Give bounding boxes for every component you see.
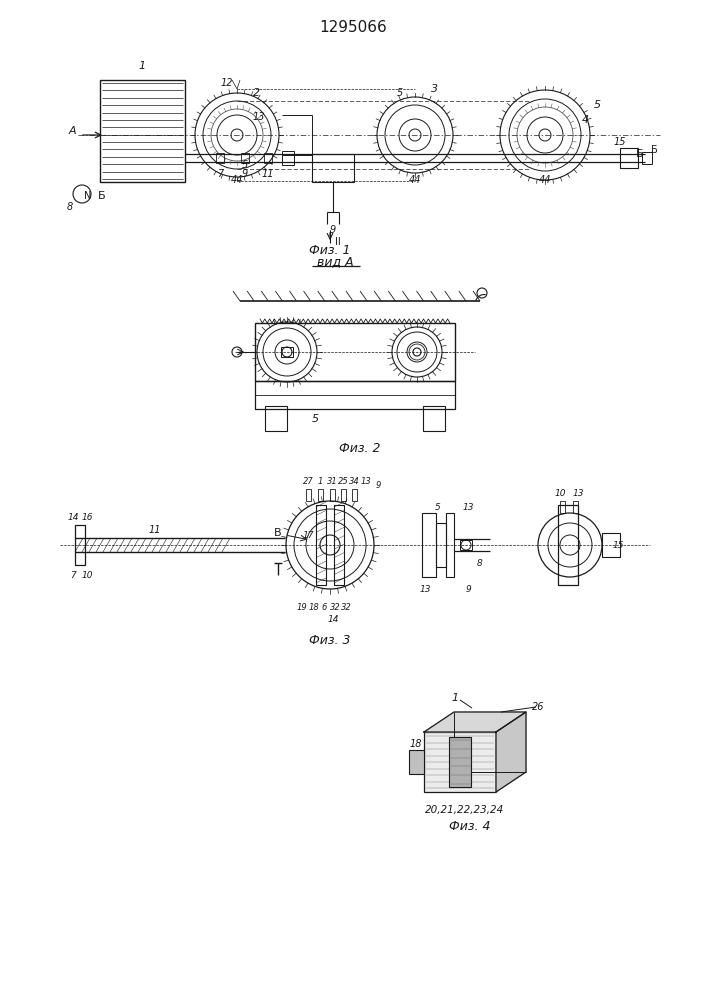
Text: Б: Б <box>98 191 106 201</box>
Text: 5: 5 <box>593 100 600 110</box>
Text: 9: 9 <box>330 225 336 235</box>
Bar <box>558 505 578 585</box>
Text: 1: 1 <box>139 61 146 71</box>
Text: 3: 3 <box>431 84 438 94</box>
Text: 6: 6 <box>321 602 327 611</box>
Text: II: II <box>335 237 341 247</box>
Text: 1: 1 <box>317 478 322 487</box>
Text: 9: 9 <box>375 481 380 489</box>
Bar <box>446 513 454 577</box>
Text: 34: 34 <box>349 478 359 487</box>
Text: 18: 18 <box>410 739 422 749</box>
Bar <box>423 406 445 431</box>
Text: 5: 5 <box>242 160 248 170</box>
Text: 14: 14 <box>67 514 78 522</box>
Text: 27: 27 <box>303 478 313 487</box>
Text: 1: 1 <box>452 693 459 703</box>
Text: 9: 9 <box>242 169 248 179</box>
Text: 31: 31 <box>327 478 337 487</box>
Bar <box>436 523 446 567</box>
Bar <box>318 489 323 501</box>
Text: Б: Б <box>636 149 644 159</box>
Text: 44: 44 <box>230 175 243 185</box>
Text: B: B <box>274 528 282 538</box>
Text: 11: 11 <box>148 525 161 535</box>
Bar <box>255 323 455 381</box>
Text: 5: 5 <box>397 88 403 98</box>
Text: 5: 5 <box>435 502 441 512</box>
Text: 4: 4 <box>581 115 588 125</box>
Bar <box>560 501 565 513</box>
Bar <box>449 737 471 787</box>
Text: 15: 15 <box>612 540 624 550</box>
Text: 12: 12 <box>221 78 233 88</box>
Bar <box>264 153 272 163</box>
Bar <box>216 153 224 163</box>
Text: 16: 16 <box>81 514 93 522</box>
Bar <box>255 395 455 409</box>
Text: 5: 5 <box>312 414 319 424</box>
Bar <box>100 80 185 182</box>
Polygon shape <box>496 712 526 792</box>
Bar <box>330 489 335 501</box>
Bar <box>460 540 472 550</box>
Polygon shape <box>424 712 526 732</box>
Text: 13: 13 <box>572 488 584 497</box>
Text: 8: 8 <box>67 202 73 212</box>
Text: 13: 13 <box>462 502 474 512</box>
Bar <box>573 501 578 513</box>
Text: 15: 15 <box>614 137 626 147</box>
Text: 7: 7 <box>217 169 223 179</box>
Bar <box>341 489 346 501</box>
Text: A: A <box>68 126 76 136</box>
Bar <box>422 513 436 577</box>
Bar <box>642 152 652 164</box>
Bar <box>409 750 424 774</box>
Text: 13: 13 <box>361 478 371 487</box>
Text: вид A: вид A <box>317 255 354 268</box>
Text: 14: 14 <box>327 614 339 624</box>
Text: 17: 17 <box>303 530 314 540</box>
Text: 7: 7 <box>70 570 76 580</box>
Bar <box>602 533 620 557</box>
Bar <box>306 489 311 501</box>
Text: 19: 19 <box>297 602 308 611</box>
Text: Б: Б <box>650 145 658 155</box>
Text: 25: 25 <box>338 478 349 487</box>
Text: 20,21,22,23,24: 20,21,22,23,24 <box>426 805 505 815</box>
Bar <box>75 525 85 565</box>
Text: 2: 2 <box>253 88 261 98</box>
Text: 11: 11 <box>262 169 274 179</box>
Bar <box>424 732 496 792</box>
Text: 44: 44 <box>409 175 421 185</box>
Bar <box>352 489 357 501</box>
Bar <box>334 505 344 585</box>
Text: Физ. 4: Физ. 4 <box>449 820 491 834</box>
Text: 1295066: 1295066 <box>319 20 387 35</box>
Text: 32: 32 <box>329 602 340 611</box>
Bar <box>316 505 326 585</box>
Text: N: N <box>84 191 92 201</box>
Bar <box>241 153 249 163</box>
Bar <box>282 151 294 165</box>
Text: Физ. 1: Физ. 1 <box>309 243 351 256</box>
Text: 9: 9 <box>465 584 471 593</box>
Text: 26: 26 <box>532 702 544 712</box>
Text: 32: 32 <box>341 602 351 611</box>
Text: 13: 13 <box>252 112 265 122</box>
Text: 13: 13 <box>419 584 431 593</box>
Text: 18: 18 <box>309 602 320 611</box>
Bar <box>620 148 638 168</box>
Text: 10: 10 <box>81 570 93 580</box>
Bar <box>281 347 293 357</box>
Bar <box>312 154 354 182</box>
Text: 8: 8 <box>477 558 483 568</box>
Text: 10: 10 <box>554 488 566 497</box>
Text: Физ. 3: Физ. 3 <box>309 634 351 647</box>
Text: Физ. 2: Физ. 2 <box>339 442 381 456</box>
Bar <box>255 381 455 409</box>
Bar <box>265 406 287 431</box>
Text: 44: 44 <box>539 175 551 185</box>
